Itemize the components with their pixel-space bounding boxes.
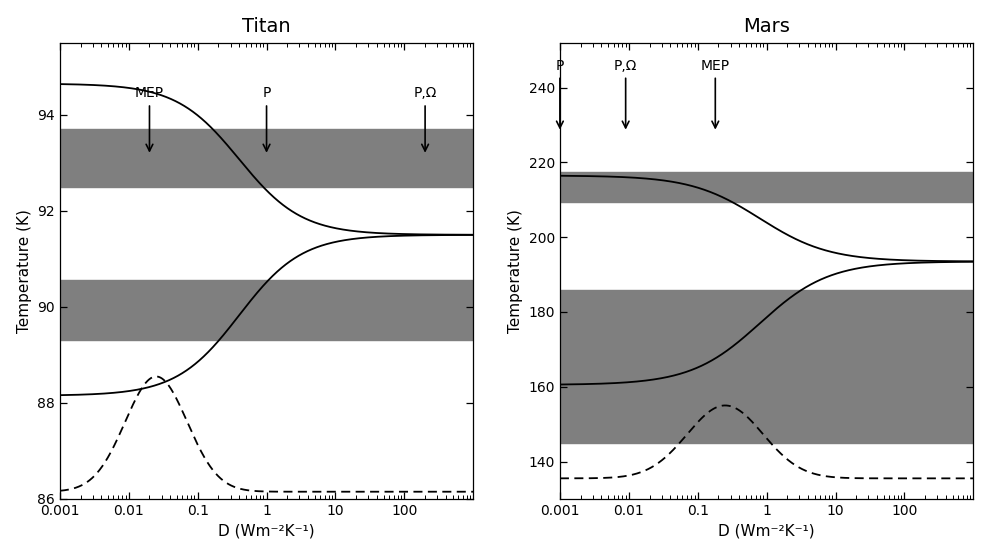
Text: MEP: MEP [701,59,730,128]
Y-axis label: Temperature (K): Temperature (K) [508,209,523,333]
Text: P,Ω: P,Ω [414,87,437,151]
Bar [59,129,473,187]
Bar [560,290,973,443]
X-axis label: D (Wm⁻²K⁻¹): D (Wm⁻²K⁻¹) [719,523,815,538]
Title: Mars: Mars [743,17,790,36]
Text: P: P [262,87,270,151]
Title: Titan: Titan [243,17,291,36]
Y-axis label: Temperature (K): Temperature (K) [17,209,32,333]
Text: P,Ω: P,Ω [614,59,638,128]
Text: P: P [555,59,564,128]
Text: MEP: MEP [135,87,164,151]
X-axis label: D (Wm⁻²K⁻¹): D (Wm⁻²K⁻¹) [218,523,315,538]
Bar [59,280,473,340]
Bar [560,171,973,201]
